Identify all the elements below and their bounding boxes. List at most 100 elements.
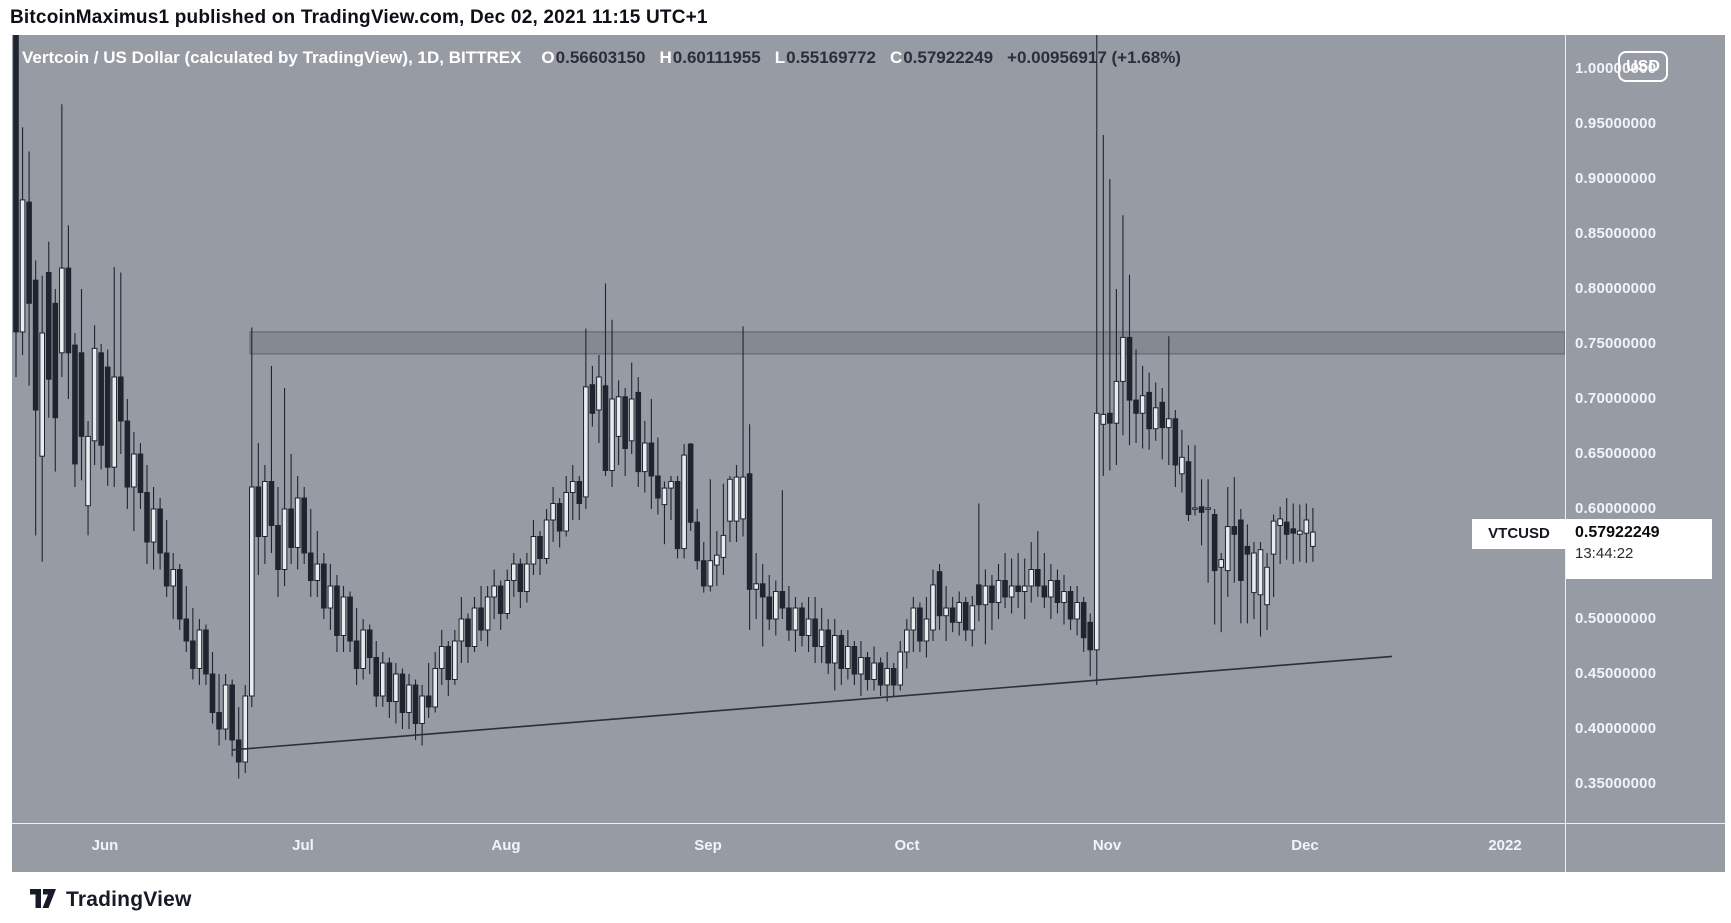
candle-body (235, 739, 242, 763)
candle-body (1067, 591, 1074, 620)
chart-area: Vertcoin / US Dollar (calculated by Trad… (12, 35, 1725, 872)
candle-body (1224, 526, 1231, 572)
candle-body (714, 554, 720, 566)
candle-body (1041, 585, 1048, 598)
ohlc-label: L (774, 48, 786, 67)
candle-body (45, 272, 52, 380)
candle-body (406, 684, 412, 713)
candle-body (78, 352, 85, 437)
candle-body (897, 651, 904, 686)
candle-body (118, 376, 124, 422)
candle-body (550, 503, 556, 521)
candle-body (340, 596, 347, 636)
candle-body (275, 525, 281, 570)
candle-body (478, 607, 484, 631)
price-pane[interactable]: Vertcoin / US Dollar (calculated by Trad… (12, 35, 1565, 823)
candle-body (183, 618, 190, 642)
candle-body (393, 673, 399, 702)
candle-body (1205, 507, 1211, 510)
candle-body (294, 497, 301, 548)
candle-body (347, 596, 353, 642)
candle-body (694, 521, 701, 562)
candle-body (786, 607, 792, 631)
candle-body (249, 486, 255, 697)
candle-body (1172, 418, 1179, 466)
price-tick: 0.90000000 (1575, 170, 1657, 187)
time-axis-label: Jul (292, 837, 314, 854)
candle-body (930, 584, 936, 631)
candle-body (157, 508, 163, 554)
candle-body (537, 536, 543, 559)
candle-body (144, 492, 150, 543)
candle-body (26, 201, 32, 304)
candle-body (589, 384, 596, 414)
time-axis-label: Dec (1291, 837, 1319, 854)
candle-body (1028, 569, 1035, 587)
candle-body (858, 657, 864, 675)
candle-body (825, 629, 832, 664)
candle-body (1048, 580, 1054, 598)
candle-body (137, 453, 144, 493)
candle-body (1192, 507, 1198, 510)
candle-body (229, 684, 235, 741)
candle-body (989, 585, 995, 603)
candle-body (753, 583, 759, 590)
candle-body (727, 478, 733, 522)
candle-body (615, 396, 622, 437)
ohlc-label: C (889, 48, 903, 67)
candle-body (190, 640, 196, 669)
candle-body (910, 607, 917, 631)
candle-body (1074, 602, 1080, 620)
candle-body (452, 640, 458, 680)
candle-body (1015, 585, 1021, 592)
candle-body (1008, 585, 1015, 598)
price-tick: 0.85000000 (1575, 225, 1657, 242)
candle-body (209, 673, 216, 713)
time-axis[interactable]: Jun Jul Aug Sep Oct Nov Dec 2022 (12, 824, 1725, 872)
candle-body (949, 607, 956, 623)
candle-body (281, 508, 288, 570)
candle-body (700, 560, 707, 587)
candle-body (635, 391, 642, 473)
candle-body (642, 442, 648, 473)
candle-body (242, 695, 249, 763)
candle-body (805, 618, 812, 636)
candle-body (1093, 412, 1100, 651)
candle-body (511, 563, 517, 581)
chart-legend: Vertcoin / US Dollar (calculated by Trad… (22, 48, 1181, 68)
candle-body (373, 657, 380, 697)
candle-body (818, 629, 825, 647)
currency-toggle-badge[interactable]: USD (1618, 51, 1668, 82)
candle-body (943, 607, 949, 617)
candle-body (648, 442, 655, 477)
time-axis-label: Sep (694, 837, 722, 854)
candle-body (504, 580, 511, 614)
candle-body (334, 585, 340, 636)
ohlc-value: 0.57922249 (903, 48, 994, 67)
price-tick: 0.65000000 (1575, 445, 1657, 462)
price-axis[interactable]: 0.35000000 0.40000000 0.45000000 0.50000000… (1566, 35, 1725, 823)
symbol-tag: VTCUSD (1472, 519, 1566, 549)
candle-body (353, 640, 360, 669)
candle-body (917, 607, 923, 642)
candle-body (556, 503, 563, 532)
candle-body (386, 662, 393, 702)
tradingview-brand-text[interactable]: TradingView (66, 888, 192, 911)
legend-change: +0.00956917 (+1.68%) (1007, 48, 1181, 67)
tradingview-logo-icon[interactable] (30, 889, 57, 911)
candle-body (399, 673, 406, 713)
bar-countdown: 13:44:22 (1575, 545, 1634, 562)
price-tick: 0.40000000 (1575, 720, 1657, 737)
candle-body (602, 385, 609, 471)
footer: TradingView (30, 884, 192, 916)
candle-body (1277, 518, 1283, 526)
candle-body (583, 386, 589, 498)
candle-body (491, 585, 497, 598)
symbol-title[interactable]: Vertcoin / US Dollar (calculated by Trad… (22, 48, 522, 67)
price-tick: 0.60000000 (1575, 500, 1657, 517)
price-tick: 0.95000000 (1575, 115, 1657, 132)
candle-body (740, 476, 746, 520)
candle-body (1152, 407, 1159, 430)
candle-body (799, 607, 805, 636)
candle-body (471, 607, 478, 647)
